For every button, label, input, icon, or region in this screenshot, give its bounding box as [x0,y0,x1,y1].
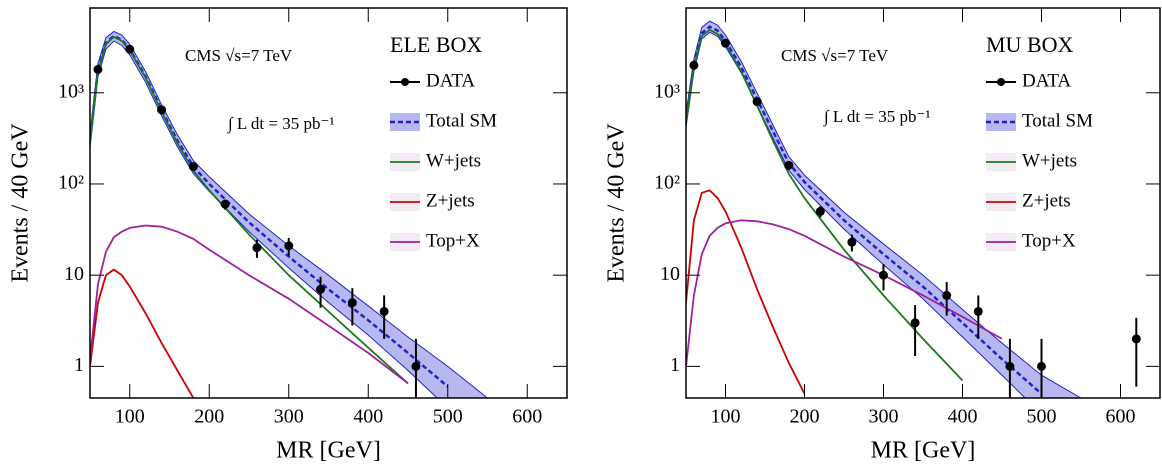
y-tick-label: 10 [64,263,84,285]
legend-label: DATA [1022,70,1071,91]
x-tick-label: 400 [948,406,978,428]
data-point [220,199,230,209]
data-point [347,298,357,308]
band [90,30,488,398]
y-axis-label: Events / 40 GeV [604,123,630,283]
legend-label: Top+X [1022,230,1076,251]
x-tick-label: 300 [869,406,899,428]
legend-label: Z+jets [1022,190,1071,211]
data-point [847,237,857,247]
legend-label: Top+X [426,230,480,251]
data-point [1131,334,1141,344]
data-point [93,64,103,74]
x-tick-label: 600 [1106,406,1136,428]
x-axis-label: MR [GeV] [276,438,381,464]
y-tick-label: 10³ [58,80,84,102]
data-point [942,290,952,300]
line [686,25,1043,395]
data-point [284,241,294,251]
line [686,189,806,395]
x-tick-label: 100 [711,406,741,428]
data-point [252,243,262,253]
legend-title: MU BOX [986,32,1074,57]
data-point [752,97,762,107]
annotation: CMS √s=7 TeV [185,46,293,65]
y-axis-label: Events / 40 GeV [8,123,34,283]
line [90,35,409,385]
y-tick-label: 10 [660,263,680,285]
y-tick-label: 10³ [654,80,680,102]
y-tick-label: 1 [670,354,680,376]
x-tick-label: 500 [433,406,463,428]
data-point [784,160,794,170]
data-point [379,306,389,316]
y-tick-label: 10² [654,172,680,194]
data-point [879,270,888,280]
data-point [188,162,198,172]
legend-label: Total SM [1022,110,1093,131]
annotation: ∫ L dt = 35 pb⁻¹ [823,107,931,127]
x-tick-label: 100 [115,406,145,428]
x-tick-label: 200 [194,406,224,428]
x-tick-label: 200 [790,406,820,428]
data-point [1005,361,1015,371]
legend-label: W+jets [1022,150,1077,171]
annotation: CMS √s=7 TeV [781,46,889,65]
plot-area [686,20,1141,398]
frame [89,7,568,399]
legend-label: Z+jets [426,190,475,211]
legend-swatch [401,78,409,86]
data-point [910,318,920,328]
x-tick-label: 500 [1027,406,1057,428]
data-point [411,361,421,371]
x-tick-label: 300 [274,406,304,428]
legend-swatch [997,78,1005,86]
x-tick-label: 600 [512,406,542,428]
line [686,219,1003,367]
annotation: ∫ L dt = 35 pb⁻¹ [227,114,335,134]
line [90,268,195,398]
legend-swatch [986,113,1016,131]
legend-label: DATA [426,70,475,91]
legend-title: ELE BOX [390,32,482,57]
data-point [689,60,699,70]
legend-swatch [390,113,420,131]
legend-label: Total SM [426,110,497,131]
data-point [973,306,983,316]
plot-area [90,30,488,398]
x-axis-label: MR [GeV] [871,438,976,464]
data-point [316,284,326,294]
data-point [157,105,167,115]
data-point [721,38,730,48]
data-point [125,44,135,54]
data-point [815,206,825,216]
frame [685,7,1161,399]
y-tick-label: 1 [74,354,84,376]
y-tick-label: 10² [58,172,84,194]
x-tick-label: 400 [353,406,383,428]
legend-label: W+jets [426,150,481,171]
line [90,224,409,385]
data-point [1037,361,1046,371]
